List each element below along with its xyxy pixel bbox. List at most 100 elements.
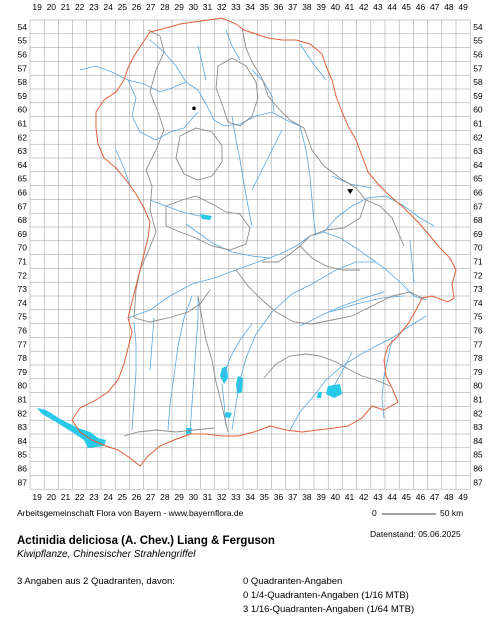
loisach-river [221, 383, 227, 427]
column-label: 31 [203, 492, 213, 502]
column-label: 32 [217, 492, 227, 502]
wertach-river [167, 295, 193, 431]
district-border [123, 427, 215, 437]
column-label: 35 [260, 492, 270, 502]
stat-quadrant: 0 Quadranten-Angaben [243, 576, 343, 587]
column-label: 24 [103, 2, 113, 12]
bavaria-state-border [71, 17, 457, 467]
column-label: 36 [274, 492, 284, 502]
column-label: 38 [302, 492, 312, 502]
row-label: 78 [473, 353, 483, 363]
column-label: 43 [373, 2, 383, 12]
column-label: 45 [402, 492, 412, 502]
small-lake [317, 392, 322, 398]
column-label: 46 [416, 492, 426, 502]
column-label: 23 [89, 492, 99, 502]
row-label: 82 [473, 408, 483, 418]
row-label: 69 [18, 229, 28, 239]
column-label: 41 [345, 2, 355, 12]
alz-river [333, 351, 353, 387]
column-label: 39 [316, 2, 326, 12]
row-label: 73 [18, 284, 28, 294]
column-label: 31 [203, 2, 213, 12]
itz-river [197, 45, 207, 81]
row-label: 73 [473, 284, 483, 294]
donau-river [127, 231, 427, 319]
column-label: 28 [160, 2, 170, 12]
wieseth-river [149, 199, 201, 217]
row-label: 68 [473, 215, 483, 225]
species-title: Actinidia deliciosa (A. Chev.) Liang & F… [17, 535, 275, 547]
column-label: 37 [288, 492, 298, 502]
row-label: 56 [18, 50, 28, 60]
row-label: 80 [18, 381, 28, 391]
row-label: 74 [18, 298, 28, 308]
scale-end-label: 50 km [440, 508, 464, 518]
row-label: 76 [473, 326, 483, 336]
row-label: 80 [473, 381, 483, 391]
row-label: 79 [18, 367, 28, 377]
column-label: 42 [359, 2, 369, 12]
row-label: 58 [473, 77, 483, 87]
district-borders [123, 27, 427, 437]
row-label: 67 [473, 201, 483, 211]
row-label: 64 [473, 160, 483, 170]
column-label: 44 [387, 492, 397, 502]
column-label: 34 [245, 492, 255, 502]
triangle-down-icon [347, 189, 354, 195]
district-border [365, 199, 405, 247]
row-label: 60 [473, 105, 483, 115]
row-label: 84 [473, 436, 483, 446]
schwarzach-river [331, 175, 373, 189]
column-label: 29 [174, 2, 184, 12]
column-label: 23 [89, 2, 99, 12]
row-label: 59 [473, 91, 483, 101]
roter-main-river [251, 69, 275, 113]
chiemsee-lake [326, 384, 342, 398]
regnitz-river [231, 115, 253, 227]
row-label: 63 [18, 146, 28, 156]
row-label: 66 [18, 188, 28, 198]
row-label: 54 [473, 22, 483, 32]
column-label: 22 [75, 492, 85, 502]
row-label: 62 [473, 132, 483, 142]
column-label: 33 [231, 492, 241, 502]
district-border [299, 245, 360, 271]
row-label: 56 [473, 50, 483, 60]
lech-river [189, 296, 199, 433]
district-border [235, 269, 427, 325]
column-label: 47 [430, 492, 440, 502]
row-label: 61 [18, 119, 28, 129]
rodach-river [225, 29, 241, 61]
column-label: 45 [402, 2, 412, 12]
row-label: 85 [473, 450, 483, 460]
ilz-river [409, 239, 415, 283]
row-label: 65 [473, 174, 483, 184]
row-label: 82 [18, 408, 28, 418]
row-label: 58 [18, 77, 28, 87]
row-label: 60 [18, 105, 28, 115]
column-label: 30 [189, 2, 199, 12]
row-label: 64 [18, 160, 28, 170]
mindel-river [149, 317, 155, 371]
column-label: 47 [430, 2, 440, 12]
district-border [133, 289, 211, 323]
summary-text: 3 Angaben aus 2 Quadranten, davon: [17, 576, 175, 587]
rott-river [329, 295, 405, 313]
row-label: 67 [18, 201, 28, 211]
column-label: 27 [146, 2, 156, 12]
stat-quarter-quadrant: 0 1/4-Quadranten-Angaben (1/16 MTB) [243, 590, 409, 601]
main-river [79, 65, 301, 127]
row-label: 83 [18, 422, 28, 432]
column-label: 30 [189, 492, 199, 502]
amper-river [221, 323, 253, 381]
column-label: 48 [444, 2, 454, 12]
column-label: 36 [274, 2, 284, 12]
row-label: 75 [18, 312, 28, 322]
column-label: 33 [231, 2, 241, 12]
column-label: 34 [245, 2, 255, 12]
row-label: 86 [473, 464, 483, 474]
row-label: 66 [473, 188, 483, 198]
scale-start-label: 0 [372, 508, 377, 518]
